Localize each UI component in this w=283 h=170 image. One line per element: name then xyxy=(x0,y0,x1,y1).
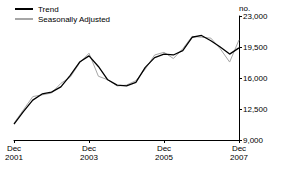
svg-text:Dec: Dec xyxy=(7,144,21,153)
svg-text:9,000: 9,000 xyxy=(243,135,263,145)
svg-text:Dec: Dec xyxy=(157,144,171,153)
svg-text:2001: 2001 xyxy=(5,153,23,162)
svg-text:19,500: 19,500 xyxy=(243,43,268,52)
svg-text:2007: 2007 xyxy=(230,153,248,162)
svg-text:12,500: 12,500 xyxy=(243,105,268,114)
svg-text:no.: no. xyxy=(239,3,251,13)
svg-text:2005: 2005 xyxy=(155,153,173,162)
svg-text:Dec: Dec xyxy=(82,144,96,153)
svg-text:2003: 2003 xyxy=(80,153,98,162)
svg-text:Dec: Dec xyxy=(232,144,246,153)
svg-text:Trend: Trend xyxy=(38,5,59,14)
svg-text:16,000: 16,000 xyxy=(243,74,268,83)
svg-text:23,000: 23,000 xyxy=(243,12,268,21)
svg-text:Seasonally Adjusted: Seasonally Adjusted xyxy=(38,15,110,24)
